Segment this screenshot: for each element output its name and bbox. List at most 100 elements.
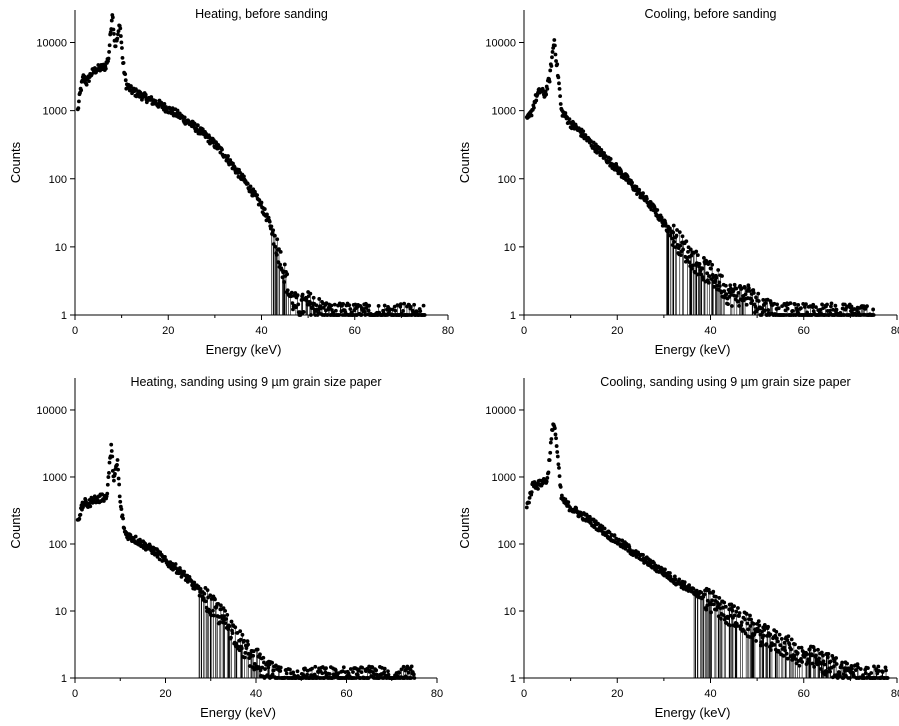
data-point bbox=[655, 208, 660, 212]
data-point bbox=[271, 668, 276, 673]
data-point bbox=[777, 632, 782, 637]
data-point bbox=[795, 651, 800, 655]
data-point bbox=[581, 129, 586, 134]
data-point bbox=[557, 81, 561, 86]
data-point bbox=[332, 302, 337, 307]
data-point bbox=[192, 580, 197, 585]
data-point bbox=[92, 66, 97, 70]
data-point bbox=[850, 666, 854, 671]
data-point bbox=[386, 669, 390, 674]
data-point bbox=[289, 294, 294, 299]
data-point bbox=[245, 639, 250, 644]
data-point bbox=[122, 526, 127, 531]
data-point bbox=[596, 521, 600, 526]
data-point bbox=[101, 499, 106, 503]
data-point bbox=[699, 272, 704, 277]
y-tick-label: 1000 bbox=[492, 106, 516, 118]
data-point bbox=[382, 666, 387, 671]
data-point bbox=[776, 639, 780, 644]
data-point bbox=[524, 505, 529, 510]
data-point bbox=[746, 627, 751, 632]
data-point bbox=[270, 660, 275, 665]
data-point bbox=[828, 659, 833, 664]
data-point bbox=[822, 662, 827, 667]
data-point bbox=[303, 666, 307, 671]
data-point bbox=[717, 284, 722, 288]
data-point bbox=[707, 274, 712, 279]
data-point bbox=[687, 583, 692, 588]
data-point bbox=[787, 642, 792, 647]
data-point bbox=[553, 52, 558, 57]
data-point bbox=[686, 249, 690, 254]
data-point bbox=[265, 212, 269, 217]
data-point bbox=[885, 676, 890, 680]
data-point bbox=[552, 43, 557, 48]
chart-panel-3: 0 20 40 60 80 1 10 100 1000 10000 Heating, sanding… bbox=[8, 375, 443, 720]
data-point bbox=[825, 302, 829, 307]
data-point bbox=[729, 304, 734, 308]
data-point bbox=[106, 475, 111, 479]
chart-title: Cooling, sanding using 9 µm grain size p… bbox=[600, 375, 850, 389]
data-point bbox=[233, 625, 238, 630]
x-tick-label: 60 bbox=[798, 688, 810, 700]
x-tick-label: 20 bbox=[159, 688, 171, 700]
chart-title: Heating, sanding using 9 µm grain size p… bbox=[130, 375, 381, 389]
data-point bbox=[117, 494, 122, 499]
data-point bbox=[789, 647, 794, 652]
y-tick-label: 1000 bbox=[43, 106, 67, 118]
data-point bbox=[245, 181, 250, 186]
data-point bbox=[547, 79, 552, 84]
data-point bbox=[202, 591, 207, 596]
data-point bbox=[779, 636, 784, 641]
data-point bbox=[143, 92, 148, 97]
data-point bbox=[359, 670, 364, 675]
data-point bbox=[261, 655, 266, 660]
data-point bbox=[567, 117, 572, 122]
data-point bbox=[550, 50, 555, 54]
data-point bbox=[138, 537, 142, 542]
data-point bbox=[702, 255, 706, 260]
data-point bbox=[317, 297, 322, 301]
data-point bbox=[547, 458, 552, 463]
data-point bbox=[717, 596, 722, 600]
data-point bbox=[204, 599, 208, 604]
x-tick-label: 60 bbox=[349, 325, 361, 337]
data-point bbox=[177, 566, 182, 570]
data-point bbox=[883, 665, 888, 670]
data-point bbox=[107, 50, 112, 54]
data-point bbox=[832, 664, 836, 669]
data-point bbox=[675, 228, 679, 232]
data-point bbox=[116, 476, 121, 481]
data-point bbox=[743, 285, 747, 290]
data-point bbox=[801, 302, 806, 306]
data-point bbox=[406, 670, 411, 675]
data-point bbox=[116, 29, 121, 34]
data-point bbox=[831, 307, 836, 312]
data-point bbox=[863, 671, 868, 676]
data-point bbox=[754, 295, 758, 300]
data-point bbox=[785, 638, 790, 642]
data-point bbox=[409, 664, 414, 669]
data-point bbox=[163, 555, 167, 559]
data-point bbox=[706, 280, 711, 285]
data-point bbox=[230, 631, 235, 636]
data-point bbox=[774, 629, 779, 634]
data-point bbox=[309, 313, 313, 317]
x-tick-label: 20 bbox=[162, 325, 174, 337]
data-point bbox=[555, 454, 560, 459]
data-point bbox=[793, 657, 798, 661]
data-point bbox=[314, 303, 319, 308]
data-point bbox=[246, 642, 250, 647]
data-point bbox=[788, 301, 793, 306]
data-point bbox=[865, 304, 869, 309]
data-point bbox=[811, 302, 816, 307]
data-point bbox=[668, 226, 672, 231]
data-point bbox=[213, 597, 217, 602]
data-point bbox=[545, 87, 550, 91]
data-point bbox=[544, 92, 549, 97]
data-point bbox=[602, 526, 607, 531]
data-point bbox=[826, 651, 831, 656]
data-point bbox=[549, 437, 554, 441]
data-point bbox=[677, 577, 682, 582]
